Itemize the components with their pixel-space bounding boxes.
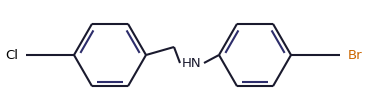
Text: HN: HN	[182, 56, 202, 69]
Text: Br: Br	[348, 49, 363, 61]
Text: Cl: Cl	[5, 49, 18, 61]
